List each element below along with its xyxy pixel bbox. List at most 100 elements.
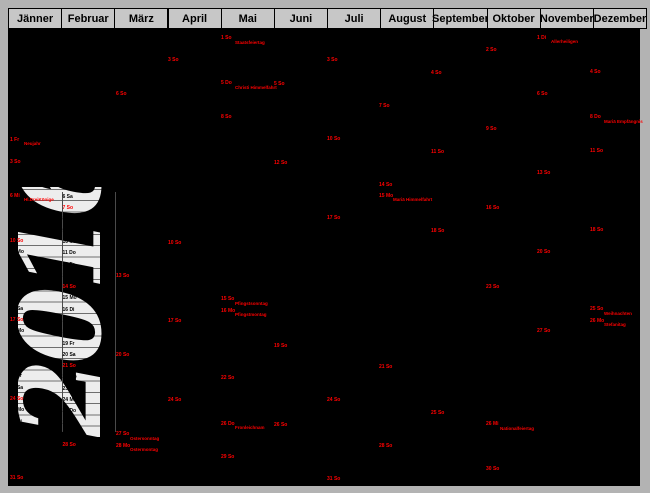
calendar-day: 10 Mi (379, 136, 392, 143)
holiday-label: Stefanitag (604, 322, 626, 327)
calendar-day: 12 Sa (116, 262, 130, 269)
calendar-day: 9 Sa (10, 226, 21, 233)
calendar-day: 21 Mo (537, 260, 552, 267)
calendar-day: 4 Mo (327, 68, 339, 75)
calendar-day: 21 So (379, 364, 393, 371)
calendar-day: 9 Fr (590, 125, 600, 132)
holiday-label: Pfingstsonntag (235, 300, 268, 306)
calendar-day: 22 Mi (274, 376, 287, 383)
calendar-day: 15 Mo (379, 192, 394, 199)
calendar-day: 17 So (168, 318, 182, 325)
calendar-day: 23 Mi (116, 386, 129, 393)
calendar-day: 23 Mi (537, 282, 550, 289)
calendar-day: 30 Fr (590, 362, 602, 369)
calendar-day: 8 Do (590, 114, 601, 121)
calendar-day: 14 So (62, 284, 76, 291)
calendar-day: 4 So (590, 69, 601, 76)
calendar-day: 1 Mo (379, 35, 391, 41)
calendar-day: 18 So (431, 227, 445, 234)
calendar-day: 23 So (486, 283, 500, 290)
calendar-day: 6 Fr (221, 91, 231, 98)
calendar-day: 2 Sa (10, 147, 21, 154)
calendar-day: 27 Di (590, 328, 602, 335)
calendar-day: 16 Mo (221, 307, 236, 314)
calendar-day: 18 Di (486, 227, 498, 234)
calendar-day: 2 So (486, 46, 497, 53)
calendar-day: 2 Mi (537, 45, 547, 52)
calendar-day: 10 Do (537, 136, 551, 143)
calendar-day: 20 So (116, 352, 130, 359)
calendar-day: 19 Fr (379, 341, 391, 348)
calendar-day: 17 Do (116, 318, 130, 325)
holiday-label: Pfingstmontag (235, 312, 267, 318)
calendar-day: 24 Sa (590, 294, 604, 301)
calendar-day: 20 Mi (327, 248, 340, 255)
calendar-day: 2 Sa (327, 45, 338, 52)
calendar-day: 16 Sa (10, 305, 24, 312)
calendar-day: 7 Do (10, 204, 21, 211)
calendar-day: 1 Do (431, 36, 442, 42)
calendar-day: 5 Mi (486, 80, 496, 87)
calendar-day: 23 Sa (10, 384, 24, 391)
calendar-day: 7 So (379, 102, 390, 109)
calendar-day: 27 Mi (10, 429, 23, 436)
calendar-day: 4 Do (62, 171, 74, 178)
calendar-day: 21 So (62, 363, 76, 370)
calendar-day: 31 Di (221, 476, 233, 483)
calendar-day: 15 Fr (168, 295, 180, 302)
calendar-day: 25 Fr (116, 408, 128, 415)
calendar-day: 15 Fr (327, 192, 339, 199)
calendar-day: 23 Fr (431, 387, 443, 394)
calendar-day: 24 Di (221, 397, 233, 404)
calendar-day: 6 Mi (10, 192, 20, 199)
month-header: September (432, 8, 489, 29)
calendar-day: 27 So (537, 327, 551, 334)
calendar-day: 13 Mi (168, 273, 181, 280)
calendar-day: 30 Mi (116, 465, 129, 472)
calendar-day: 26 Di (168, 420, 180, 426)
month-header: März (114, 8, 169, 29)
calendar-day: 28 Fr (486, 443, 498, 450)
calendar-day: 27 Mi (327, 431, 340, 438)
holiday-label: Mariä Himmelfahrt (393, 197, 433, 203)
calendar-day: 5 Di (168, 79, 178, 86)
calendar-day: 18 Sa (274, 331, 288, 338)
calendar-day: 20 Sa (379, 352, 393, 359)
calendar-day: 3 Sa (590, 58, 601, 65)
holiday-label: Nationalfeiertag (500, 425, 535, 431)
calendar-day: 9 Di (62, 227, 72, 234)
calendar-day: 24 Sa (431, 398, 445, 405)
calendar-day: 17 So (327, 214, 341, 221)
calendar-day: 13 Sa (379, 170, 393, 177)
calendar-day: 6 Mo (274, 92, 286, 99)
calendar-day: 3 Do (537, 57, 548, 64)
calendar-day: 6 Sa (62, 193, 73, 200)
calendar-day: 20 So (537, 248, 551, 255)
calendar-day: 15 Di (537, 192, 549, 199)
calendar-day: 7 Mi (431, 103, 441, 110)
calendar-day: 27 So (116, 431, 130, 438)
month-header: November (539, 8, 594, 29)
calendar-day: 17 Sa (431, 216, 445, 223)
calendar-day: 13 Di (431, 171, 443, 178)
calendar-day: 17 Sa (590, 215, 604, 222)
calendar-day: 18 Mi (221, 330, 234, 337)
calendar-day: 9 Mi (116, 124, 126, 131)
calendar-day: 29 Mo (62, 453, 77, 460)
calendar-day: 25 So (590, 306, 604, 313)
calendar-day: 31 So (10, 474, 24, 481)
calendar-day: 29 So (221, 454, 235, 461)
calendar-day: 28 Mi (590, 340, 603, 347)
calendar-day: 9 Mi (537, 124, 547, 131)
calendar-day: 14 Do (327, 181, 341, 188)
column-gridline (62, 192, 63, 432)
calendar-day: 15 Do (431, 193, 445, 200)
calendar-day: 22 Do (431, 376, 445, 383)
calendar-day: 19 Mo (590, 238, 605, 245)
calendar-day: 3 Sa (431, 58, 442, 65)
calendar-day: 26 Fr (62, 419, 75, 426)
calendar-day: 2 Di (379, 46, 389, 53)
calendar-day: 6 Sa (379, 91, 390, 98)
calendar-day: 21 Do (327, 363, 341, 370)
calendar-day: 26 Mo (590, 317, 605, 324)
